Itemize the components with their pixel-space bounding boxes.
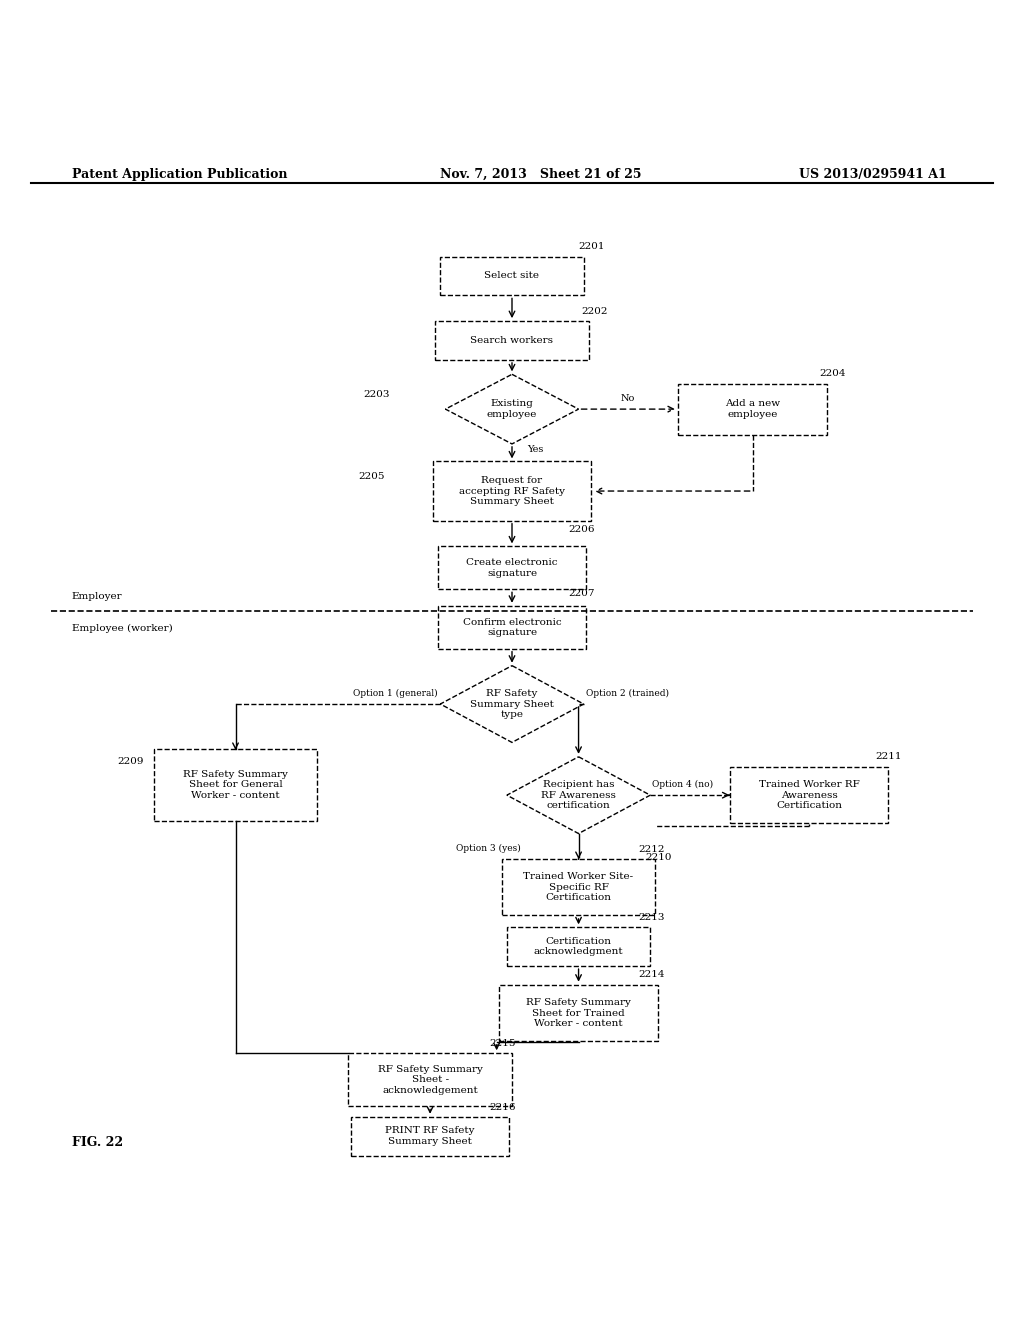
Bar [678, 384, 827, 434]
Bar [499, 985, 657, 1041]
Bar [507, 927, 650, 966]
Text: Add a new
employee: Add a new employee [725, 400, 780, 418]
Bar [440, 256, 584, 296]
Bar [438, 546, 586, 589]
Text: Option 1 (general): Option 1 (general) [353, 689, 438, 698]
Text: 2204: 2204 [819, 370, 846, 379]
Text: PRINT RF Safety
Summary Sheet: PRINT RF Safety Summary Sheet [385, 1126, 475, 1146]
Text: US 2013/0295941 A1: US 2013/0295941 A1 [799, 168, 946, 181]
Text: Certification
acknowledgment: Certification acknowledgment [534, 937, 624, 957]
Text: Option 4 (no): Option 4 (no) [652, 780, 714, 789]
Text: Yes: Yes [527, 445, 544, 454]
Text: 2211: 2211 [876, 752, 902, 762]
Bar [350, 1117, 509, 1155]
Text: RF Safety
Summary Sheet
type: RF Safety Summary Sheet type [470, 689, 554, 719]
Text: 2216: 2216 [489, 1102, 516, 1111]
Text: Existing
employee: Existing employee [486, 400, 538, 418]
Text: Trained Worker RF
Awareness
Certification: Trained Worker RF Awareness Certificatio… [759, 780, 859, 810]
Bar [438, 606, 586, 648]
Bar [729, 767, 889, 824]
Polygon shape [445, 375, 579, 444]
Polygon shape [440, 665, 584, 742]
Text: 2215: 2215 [489, 1039, 516, 1048]
Text: RF Safety Summary
Sheet -
acknowledgement: RF Safety Summary Sheet - acknowledgemen… [378, 1065, 482, 1094]
Text: Recipient has
RF Awareness
certification: Recipient has RF Awareness certification [541, 780, 616, 810]
Bar [348, 1053, 512, 1106]
Text: 2206: 2206 [568, 525, 595, 535]
Text: Request for
accepting RF Safety
Summary Sheet: Request for accepting RF Safety Summary … [459, 477, 565, 506]
Bar [435, 321, 589, 360]
Bar [154, 748, 317, 821]
Text: Trained Worker Site-
Specific RF
Certification: Trained Worker Site- Specific RF Certifi… [523, 873, 634, 903]
Text: Select site: Select site [484, 272, 540, 281]
Text: 2213: 2213 [638, 913, 665, 923]
Text: Confirm electronic
signature: Confirm electronic signature [463, 618, 561, 638]
Text: No: No [621, 393, 636, 403]
Text: 2205: 2205 [358, 471, 385, 480]
Text: RF Safety Summary
Sheet for General
Worker - content: RF Safety Summary Sheet for General Work… [183, 770, 288, 800]
Text: Nov. 7, 2013   Sheet 21 of 25: Nov. 7, 2013 Sheet 21 of 25 [440, 168, 642, 181]
Bar [432, 462, 592, 520]
Text: RF Safety Summary
Sheet for Trained
Worker - content: RF Safety Summary Sheet for Trained Work… [526, 998, 631, 1028]
Text: 2202: 2202 [582, 308, 608, 315]
Text: 2214: 2214 [638, 970, 665, 979]
Text: Option 3 (yes): Option 3 (yes) [456, 845, 520, 854]
Text: Option 2 (trained): Option 2 (trained) [586, 689, 669, 698]
Text: 2212: 2212 [638, 845, 665, 854]
Text: 2210: 2210 [645, 853, 672, 862]
Bar [502, 859, 655, 916]
Text: 2201: 2201 [579, 243, 605, 251]
Text: Patent Application Publication: Patent Application Publication [72, 168, 287, 181]
Text: Employee (worker): Employee (worker) [72, 624, 172, 634]
Text: Employer: Employer [72, 591, 122, 601]
Polygon shape [507, 756, 650, 833]
Text: Search workers: Search workers [470, 337, 554, 345]
Text: 2207: 2207 [568, 589, 595, 598]
Text: Create electronic
signature: Create electronic signature [466, 558, 558, 578]
Text: 2209: 2209 [118, 758, 144, 767]
Text: FIG. 22: FIG. 22 [72, 1137, 123, 1150]
Text: 2203: 2203 [364, 389, 390, 399]
